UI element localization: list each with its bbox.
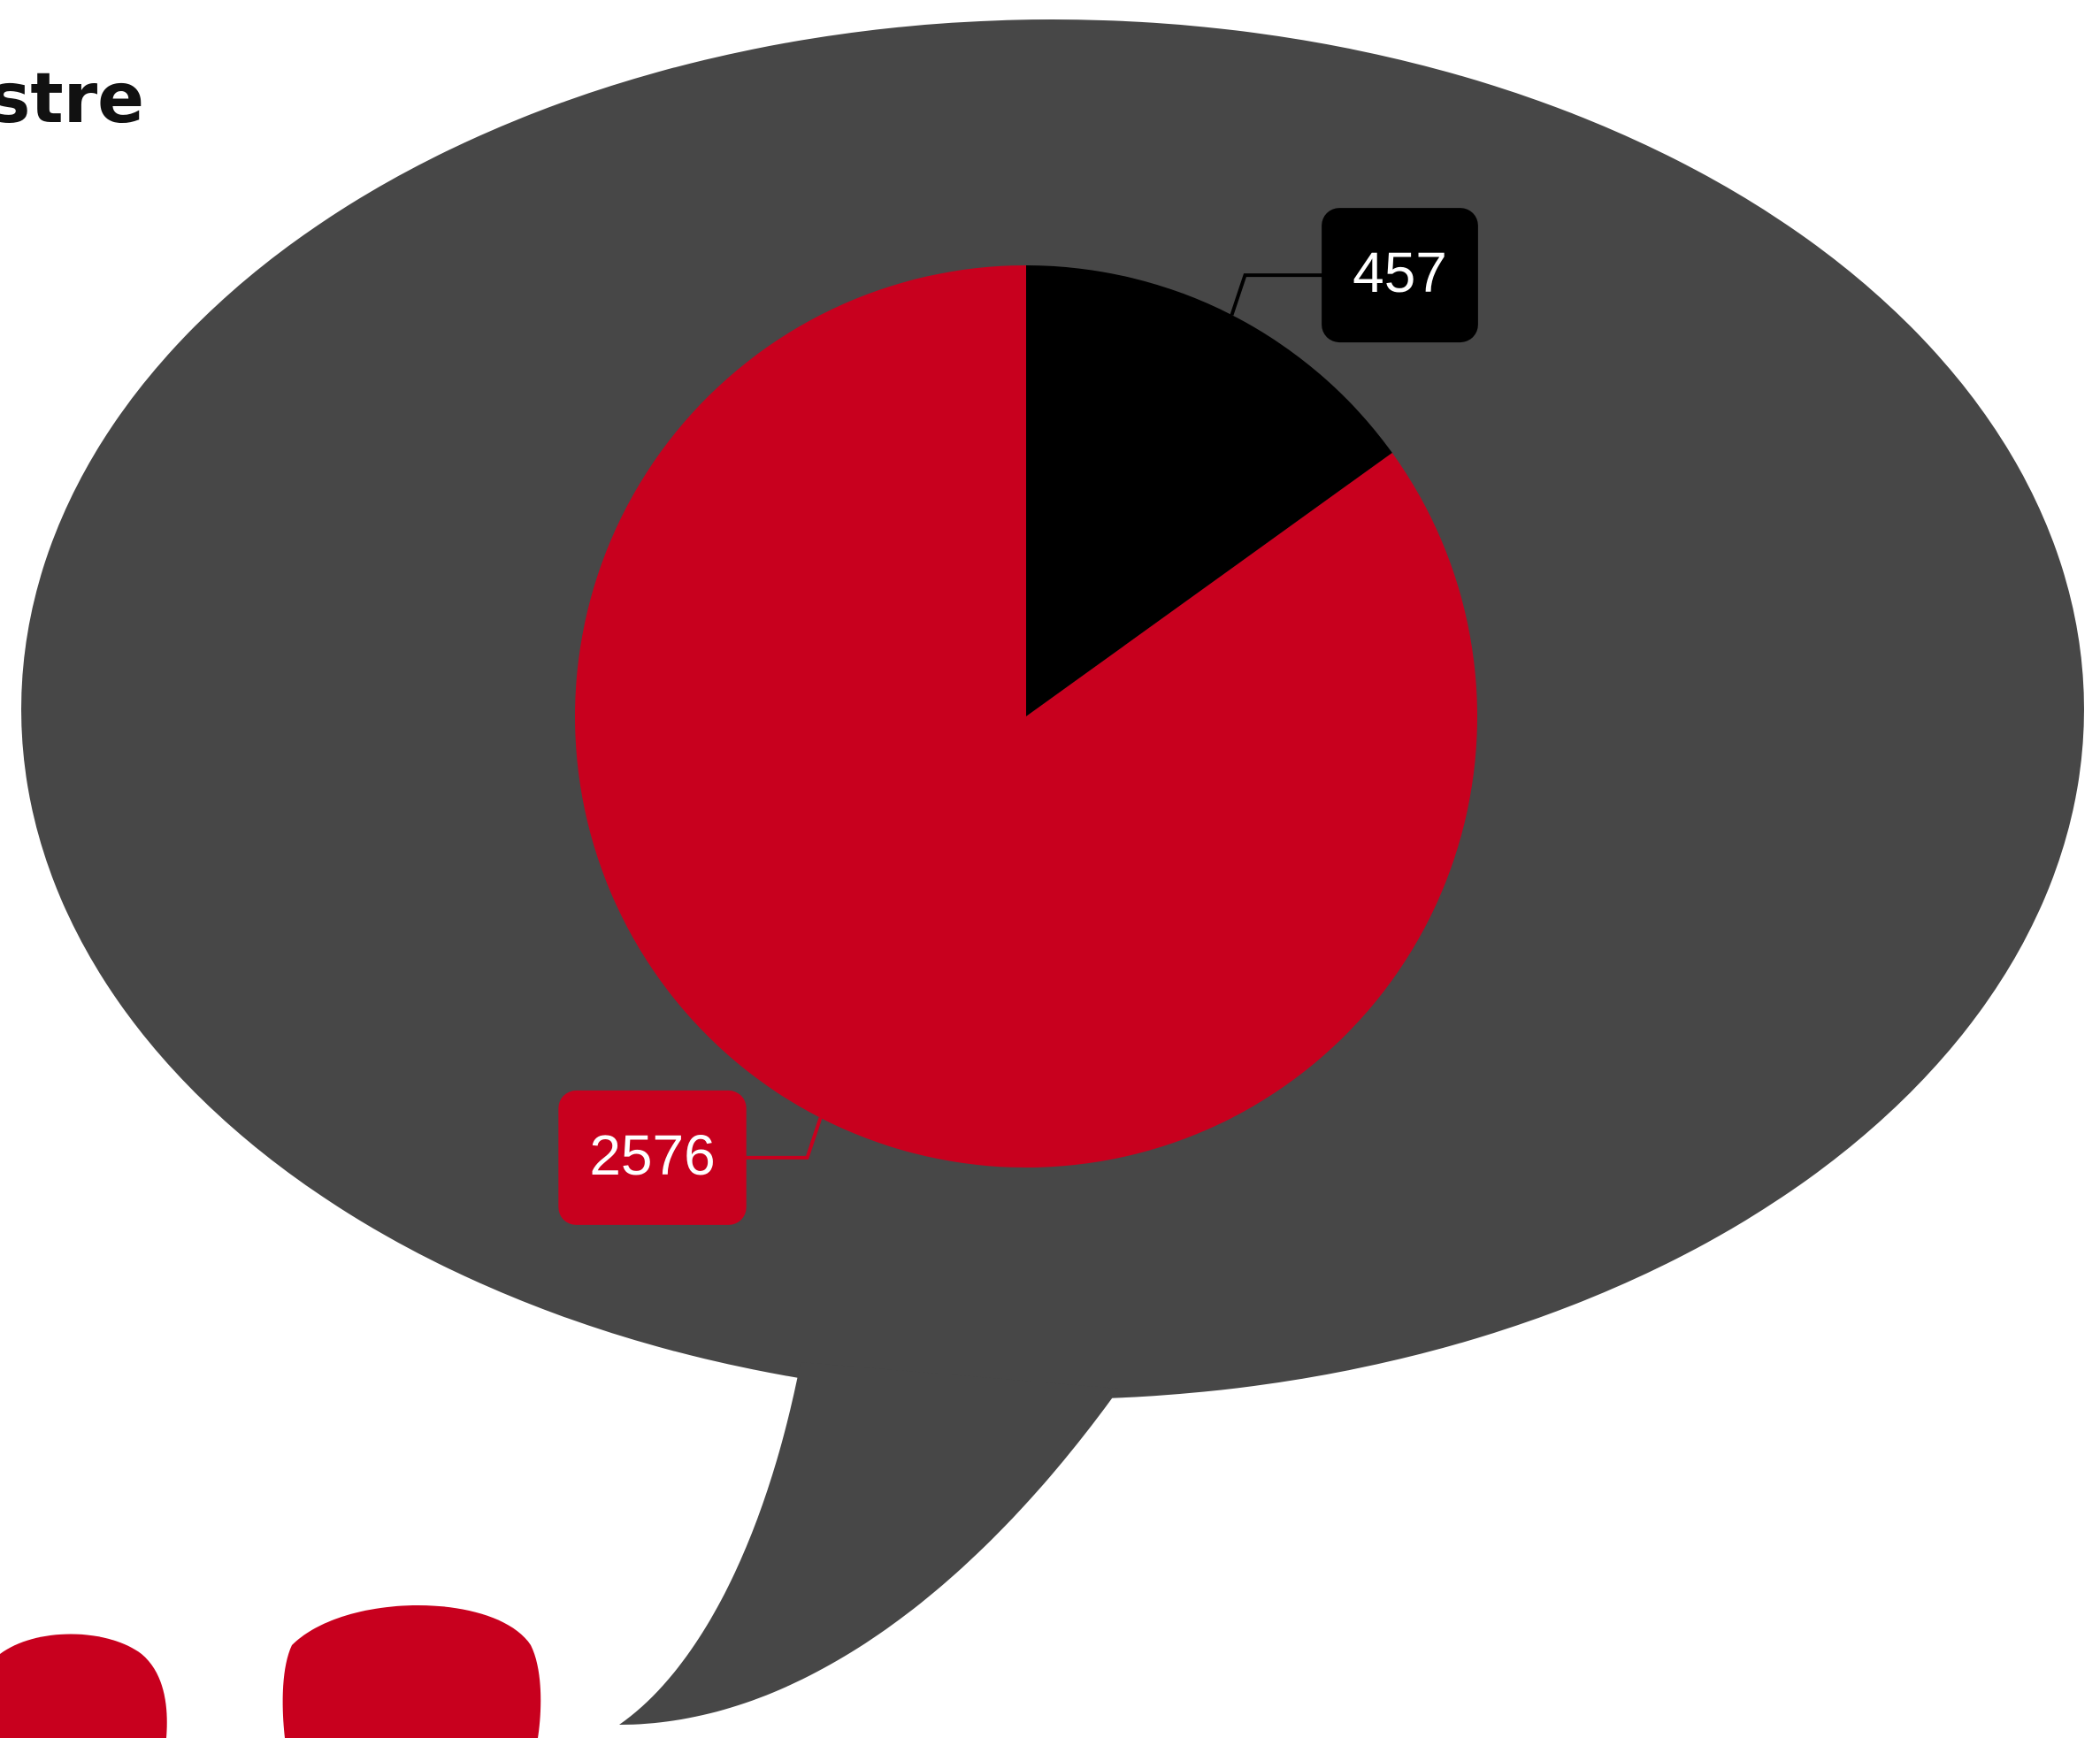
label-box xyxy=(1322,208,1478,343)
chart-title: stre xyxy=(0,59,144,139)
pie-slice xyxy=(575,264,1477,1168)
decoration xyxy=(0,1605,541,1738)
label-box xyxy=(558,1090,747,1225)
label-connector xyxy=(723,1117,823,1160)
pie-slice xyxy=(1026,265,1392,716)
data-label: 457 xyxy=(1353,241,1447,304)
label-connector xyxy=(1230,273,1330,316)
data-label: 2576 xyxy=(589,1123,715,1187)
